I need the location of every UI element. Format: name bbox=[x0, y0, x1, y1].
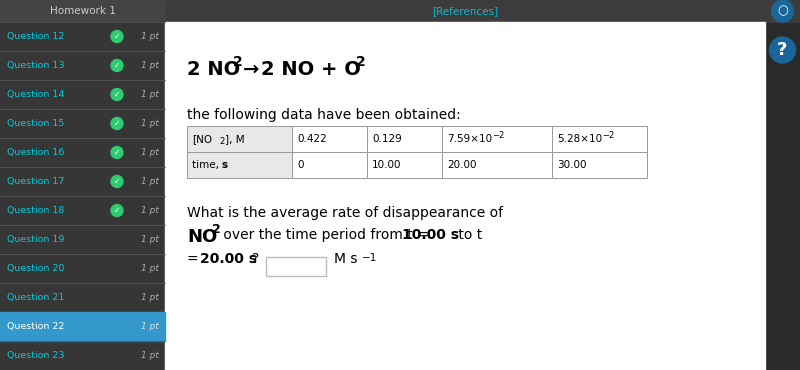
Text: Question 16: Question 16 bbox=[7, 148, 64, 157]
Text: 0: 0 bbox=[297, 160, 303, 170]
Text: −2: −2 bbox=[492, 131, 504, 139]
Text: Question 23: Question 23 bbox=[7, 351, 65, 360]
Text: Question 15: Question 15 bbox=[7, 119, 64, 128]
Text: 2 NO + O: 2 NO + O bbox=[261, 60, 361, 79]
Text: 2: 2 bbox=[233, 55, 242, 69]
Bar bbox=[442, 152, 552, 178]
Circle shape bbox=[111, 60, 123, 71]
Text: Question 14: Question 14 bbox=[7, 90, 64, 99]
Circle shape bbox=[770, 37, 795, 63]
Circle shape bbox=[771, 0, 794, 22]
Text: ?: ? bbox=[778, 41, 788, 59]
Text: 2 NO: 2 NO bbox=[187, 60, 240, 79]
Bar bbox=[0, 0, 165, 22]
Text: 20.00: 20.00 bbox=[447, 160, 477, 170]
Text: 1 pt: 1 pt bbox=[141, 322, 159, 331]
Text: 0.422: 0.422 bbox=[297, 134, 326, 144]
Bar bbox=[292, 152, 367, 178]
Text: 1 pt: 1 pt bbox=[141, 264, 159, 273]
Text: ✓: ✓ bbox=[114, 32, 120, 41]
Text: [References]: [References] bbox=[432, 6, 498, 16]
Text: Question 17: Question 17 bbox=[7, 177, 64, 186]
Circle shape bbox=[111, 147, 123, 158]
Bar bbox=[165, 22, 765, 370]
Text: 1 pt: 1 pt bbox=[141, 177, 159, 186]
Text: Question 18: Question 18 bbox=[7, 206, 64, 215]
Text: over the time period from t =: over the time period from t = bbox=[219, 228, 433, 242]
Circle shape bbox=[111, 88, 123, 101]
Circle shape bbox=[111, 175, 123, 188]
Text: Question 13: Question 13 bbox=[7, 61, 65, 70]
Text: ], M: ], M bbox=[225, 134, 245, 144]
Text: ✓: ✓ bbox=[114, 206, 120, 215]
Text: 1 pt: 1 pt bbox=[141, 148, 159, 157]
Text: 1 pt: 1 pt bbox=[141, 351, 159, 360]
Text: to t: to t bbox=[454, 228, 482, 242]
Text: [NO: [NO bbox=[192, 134, 212, 144]
Bar bbox=[0, 22, 165, 370]
Circle shape bbox=[111, 205, 123, 216]
Text: 1 pt: 1 pt bbox=[141, 119, 159, 128]
Text: s: s bbox=[222, 160, 228, 170]
Text: →: → bbox=[243, 60, 259, 79]
Text: Question 12: Question 12 bbox=[7, 32, 64, 41]
Text: Question 20: Question 20 bbox=[7, 264, 64, 273]
Text: 30.00: 30.00 bbox=[557, 160, 586, 170]
Text: Question 21: Question 21 bbox=[7, 293, 64, 302]
Text: −2: −2 bbox=[602, 131, 614, 139]
Text: 2: 2 bbox=[212, 223, 221, 236]
Text: 10.00 s: 10.00 s bbox=[402, 228, 459, 242]
Text: 1 pt: 1 pt bbox=[141, 235, 159, 244]
Text: ✓: ✓ bbox=[114, 148, 120, 157]
Bar bbox=[367, 126, 442, 152]
Bar bbox=[266, 257, 326, 276]
Text: the following data have been obtained:: the following data have been obtained: bbox=[187, 108, 461, 122]
Text: Question 19: Question 19 bbox=[7, 235, 64, 244]
Bar bbox=[187, 152, 292, 178]
Text: ○: ○ bbox=[777, 4, 788, 17]
Text: 7.59×10: 7.59×10 bbox=[447, 134, 492, 144]
Text: 10.00: 10.00 bbox=[372, 160, 402, 170]
Bar bbox=[765, 0, 800, 370]
Text: ✓: ✓ bbox=[114, 90, 120, 99]
Text: time,: time, bbox=[192, 160, 222, 170]
Bar bbox=[442, 126, 552, 152]
Text: Homework 1: Homework 1 bbox=[50, 6, 115, 16]
Text: ✓: ✓ bbox=[114, 119, 120, 128]
Text: What is the average rate of disappearance of: What is the average rate of disappearanc… bbox=[187, 206, 503, 220]
Text: 0.129: 0.129 bbox=[372, 134, 402, 144]
Text: =: = bbox=[187, 252, 203, 266]
Text: 1 pt: 1 pt bbox=[141, 90, 159, 99]
Bar bbox=[552, 152, 647, 178]
Text: 1 pt: 1 pt bbox=[141, 293, 159, 302]
Text: 2: 2 bbox=[219, 138, 224, 147]
Bar bbox=[292, 126, 367, 152]
Circle shape bbox=[111, 30, 123, 43]
Text: ✓: ✓ bbox=[114, 177, 120, 186]
Bar bbox=[187, 126, 292, 152]
Text: 20.00 s: 20.00 s bbox=[200, 252, 257, 266]
Text: Question 22: Question 22 bbox=[7, 322, 64, 331]
Circle shape bbox=[111, 118, 123, 130]
Text: 1 pt: 1 pt bbox=[141, 32, 159, 41]
Text: 2: 2 bbox=[356, 55, 366, 69]
Text: NO: NO bbox=[187, 228, 218, 246]
Text: M s: M s bbox=[334, 252, 358, 266]
Text: 1 pt: 1 pt bbox=[141, 61, 159, 70]
Bar bbox=[552, 126, 647, 152]
Bar bbox=[0, 312, 165, 341]
Text: ?: ? bbox=[252, 252, 259, 266]
Bar bbox=[0, 0, 800, 22]
Text: −1: −1 bbox=[362, 253, 378, 263]
Bar bbox=[367, 152, 442, 178]
Text: 1 pt: 1 pt bbox=[141, 206, 159, 215]
Text: ✓: ✓ bbox=[114, 61, 120, 70]
Text: 5.28×10: 5.28×10 bbox=[557, 134, 602, 144]
